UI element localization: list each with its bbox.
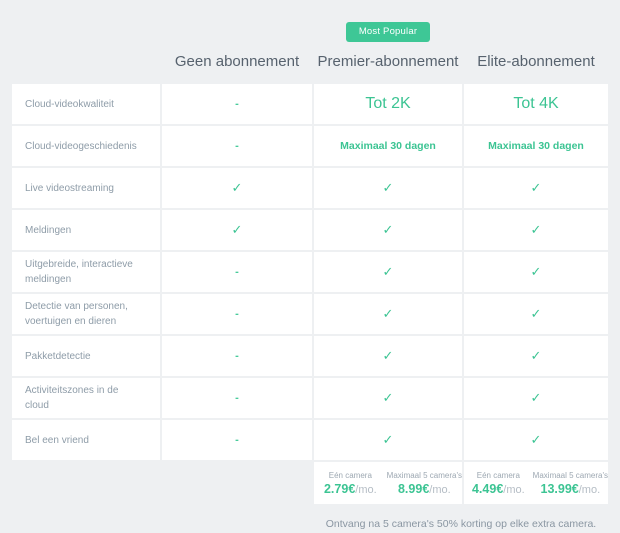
feature-label: Uitgebreide, interactieve meldingen xyxy=(12,252,160,292)
price-suffix: /mo. xyxy=(429,483,451,496)
dash-icon: - xyxy=(235,140,239,152)
badge-row: Most Popular xyxy=(0,21,620,43)
column-header-elite: Elite-abonnement xyxy=(477,52,595,70)
table-cell: ✓ xyxy=(464,294,608,334)
dash-icon: - xyxy=(235,350,239,362)
footer-note: Ontvang na 5 camera's 50% korting op elk… xyxy=(325,518,597,530)
table-cell: ✓ xyxy=(314,252,462,292)
feature-label: Meldingen xyxy=(12,210,160,250)
plan-value: Maximaal 30 dagen xyxy=(488,140,584,152)
feature-label: Live videostreaming xyxy=(12,168,160,208)
price-value: 13.99€ xyxy=(540,481,579,496)
table-cell: ✓ xyxy=(464,420,608,460)
feature-label: Cloud-videokwaliteit xyxy=(12,84,160,124)
price-value: 4.49€ xyxy=(471,481,504,496)
price-suffix: /mo. xyxy=(355,483,377,496)
column-header-geen: Geen abonnement xyxy=(174,52,300,70)
table-cell: Maximaal 30 dagen xyxy=(314,126,462,166)
dash-icon: - xyxy=(235,308,239,320)
check-icon: ✓ xyxy=(382,180,394,195)
price-option: Eén camera 4.49€/mo. xyxy=(464,471,533,496)
dash-icon: - xyxy=(235,266,239,278)
table-cell: ✓ xyxy=(314,336,462,376)
price-option-label: Maximaal 5 camera's xyxy=(532,470,608,480)
table-cell: ✓ xyxy=(464,168,608,208)
check-icon: ✓ xyxy=(530,390,542,405)
price-value: 2.79€ xyxy=(323,481,356,496)
check-icon: ✓ xyxy=(382,348,394,363)
price-option: Maximaal 5 camera's 8.99€/mo. xyxy=(387,471,462,496)
check-icon: ✓ xyxy=(231,180,243,195)
price-option-label: Eén camera xyxy=(328,470,372,480)
footer-row: Ontvang na 5 camera's 50% korting op elk… xyxy=(0,518,620,530)
table-cell: Tot 2K xyxy=(314,84,462,124)
dash-icon: - xyxy=(235,434,239,446)
check-icon: ✓ xyxy=(530,264,542,279)
feature-label: Bel een vriend xyxy=(12,420,160,460)
table-cell: ✓ xyxy=(162,168,312,208)
table-cell: - xyxy=(162,294,312,334)
dash-icon: - xyxy=(235,98,239,110)
price-option: Eén camera 2.79€/mo. xyxy=(314,471,387,496)
price-value: 8.99€ xyxy=(397,481,430,496)
table-cell: - xyxy=(162,252,312,292)
table-cell: ✓ xyxy=(314,294,462,334)
price-suffix: /mo. xyxy=(578,483,601,496)
price-option-label: Maximaal 5 camera's xyxy=(386,470,462,480)
check-icon: ✓ xyxy=(530,432,542,447)
check-icon: ✓ xyxy=(530,306,542,321)
table-cell: ✓ xyxy=(314,378,462,418)
plan-header-row: Geen abonnement Premier-abonnement Elite… xyxy=(0,49,620,73)
table-cell: - xyxy=(162,336,312,376)
most-popular-badge: Most Popular xyxy=(345,22,431,42)
table-cell: - xyxy=(162,84,312,124)
elite-pricing: Eén camera 4.49€/mo. Maximaal 5 camera's… xyxy=(464,462,608,504)
table-cell: ✓ xyxy=(464,336,608,376)
check-icon: ✓ xyxy=(382,306,394,321)
table-cell: Maximaal 30 dagen xyxy=(464,126,608,166)
feature-label: Cloud-videogeschiedenis xyxy=(12,126,160,166)
check-icon: ✓ xyxy=(530,222,542,237)
check-icon: ✓ xyxy=(530,180,542,195)
feature-label: Detectie van personen, voertuigen en die… xyxy=(12,294,160,334)
table-cell: Tot 4K xyxy=(464,84,608,124)
table-cell: - xyxy=(162,420,312,460)
table-cell: ✓ xyxy=(464,378,608,418)
check-icon: ✓ xyxy=(382,264,394,279)
check-icon: ✓ xyxy=(382,222,394,237)
table-cell: ✓ xyxy=(314,420,462,460)
feature-table: Cloud-videokwaliteit - Tot 2K Tot 4K Clo… xyxy=(0,84,620,460)
table-cell: ✓ xyxy=(464,252,608,292)
plan-value: Maximaal 30 dagen xyxy=(340,140,436,152)
plan-value: Tot 2K xyxy=(365,95,411,112)
pricing-row: Eén camera 2.79€/mo. Maximaal 5 camera's… xyxy=(0,462,620,504)
feature-label: Activiteitszones in de cloud xyxy=(12,378,160,418)
price-option: Maximaal 5 camera's 13.99€/mo. xyxy=(533,471,608,496)
table-cell: ✓ xyxy=(314,168,462,208)
dash-icon: - xyxy=(235,392,239,404)
check-icon: ✓ xyxy=(382,390,394,405)
check-icon: ✓ xyxy=(530,348,542,363)
table-cell: ✓ xyxy=(464,210,608,250)
column-header-premier: Premier-abonnement xyxy=(317,52,459,70)
table-cell: ✓ xyxy=(314,210,462,250)
check-icon: ✓ xyxy=(231,222,243,237)
table-cell: - xyxy=(162,126,312,166)
premier-pricing: Eén camera 2.79€/mo. Maximaal 5 camera's… xyxy=(314,462,462,504)
table-cell: ✓ xyxy=(162,210,312,250)
table-cell: - xyxy=(162,378,312,418)
plan-value: Tot 4K xyxy=(513,95,559,112)
price-option-label: Eén camera xyxy=(476,470,520,480)
feature-label: Pakketdetectie xyxy=(12,336,160,376)
price-suffix: /mo. xyxy=(503,483,525,496)
check-icon: ✓ xyxy=(382,432,394,447)
